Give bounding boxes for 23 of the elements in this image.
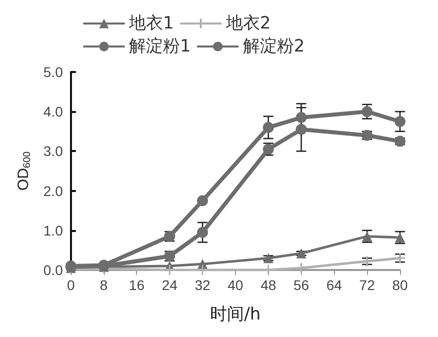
x-tick-label: 8	[100, 277, 108, 293]
x-tick-label: 56	[293, 277, 310, 293]
y-tick-label: 0.0	[43, 262, 64, 278]
y-tick-label: 2.0	[43, 182, 64, 199]
legend-label: 地衣2	[224, 14, 271, 34]
x-axis-title: 时间/h	[210, 304, 261, 324]
x-tick-label: 64	[326, 277, 342, 293]
x-tick-label: 48	[260, 277, 276, 293]
x-tick-label: 24	[162, 277, 178, 293]
y-tick-label: 1.0	[43, 222, 64, 238]
x-tick-label: 32	[194, 277, 211, 293]
legend-label: 地衣1	[128, 14, 174, 34]
x-tick-label: 16	[128, 277, 145, 293]
x-tick-label: 72	[359, 277, 376, 293]
x-tick-label: 40	[228, 277, 244, 293]
y-axis-title: OD600	[15, 150, 33, 191]
legend-label: 解淀粉1	[129, 36, 191, 56]
y-tick-label: 3.0	[43, 143, 64, 160]
y-tick-label: 5.0	[43, 64, 64, 80]
x-tick-label: 0	[66, 277, 75, 293]
x-tick-label: 80	[392, 277, 408, 293]
y-tick-label: 4.0	[43, 104, 64, 120]
legend-label: 解淀粉2	[242, 36, 305, 56]
